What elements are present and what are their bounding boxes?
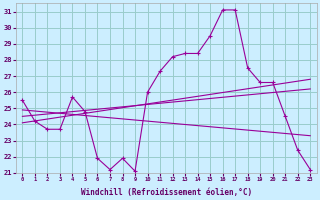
X-axis label: Windchill (Refroidissement éolien,°C): Windchill (Refroidissement éolien,°C) — [81, 188, 252, 197]
